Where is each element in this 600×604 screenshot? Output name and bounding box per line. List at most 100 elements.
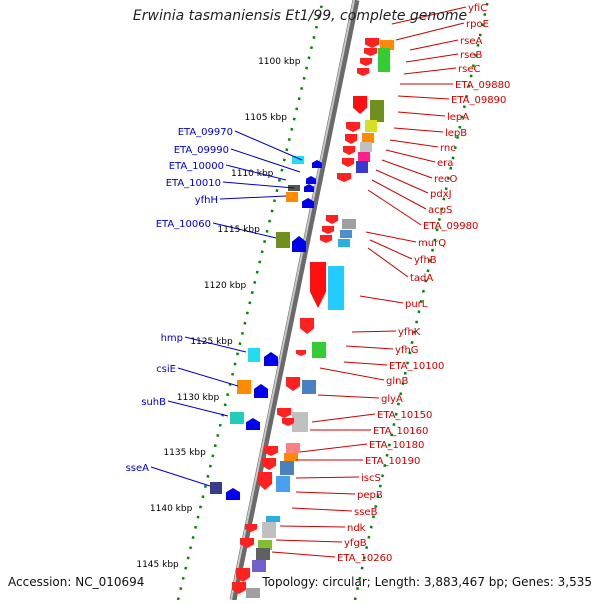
forward-gene-leader: [367, 247, 409, 278]
forward-gene-block: [337, 173, 351, 182]
forward-gene-leader: [291, 507, 353, 512]
forward-gene-label[interactable]: yfhG: [395, 345, 419, 356]
forward-gene-label[interactable]: iscS: [361, 473, 381, 484]
forward-gene-block: [320, 235, 332, 243]
kbp-tick-label: 1100 kbp: [258, 57, 301, 67]
forward-gene-block: [378, 48, 390, 72]
map-title: Erwinia tasmaniensis Et1/99, complete ge…: [132, 8, 468, 24]
forward-gene-block: [312, 342, 326, 358]
forward-gene-block: [232, 582, 246, 594]
forward-gene-block: [258, 540, 272, 550]
forward-gene-label[interactable]: glyA: [381, 394, 403, 405]
forward-gene-label[interactable]: ETA_10190: [365, 456, 420, 467]
forward-gene-label[interactable]: tadA: [410, 273, 433, 284]
forward-gene-label[interactable]: ETA_10180: [369, 440, 424, 451]
kbp-ticks: 1100 kbp 1105 kbp 1110 kbp 1115 kbp 1120 kbp…: [136, 57, 300, 570]
forward-gene-label[interactable]: murQ: [418, 238, 446, 249]
reverse-gene-label[interactable]: yfhH: [195, 195, 218, 206]
forward-gene-label[interactable]: era: [437, 158, 453, 169]
kbp-tick-label: 1115 kbp: [217, 225, 260, 235]
reverse-gene-label[interactable]: ETA_10010: [166, 178, 221, 189]
kbp-tick-label: 1140 kbp: [150, 504, 193, 514]
forward-gene-label[interactable]: yfhB: [414, 255, 437, 266]
kbp-tick-label: 1145 kbp: [136, 560, 179, 570]
forward-gene-label[interactable]: recO: [434, 174, 458, 185]
forward-gene-label[interactable]: lepA: [447, 112, 469, 123]
forward-gene-leader: [271, 551, 336, 558]
reverse-gene-label[interactable]: sseA: [126, 463, 150, 474]
forward-gene-leader: [375, 169, 429, 194]
forward-gene-block: [266, 516, 280, 522]
forward-gene-leader: [371, 179, 427, 210]
forward-gene-label[interactable]: rpoE: [466, 19, 489, 30]
reverse-gene-leader: [230, 148, 301, 173]
forward-gene-label[interactable]: lepB: [445, 128, 467, 139]
forward-gene-label[interactable]: yfgB: [344, 538, 367, 549]
forward-gene-block: [277, 408, 291, 418]
forward-gene-label[interactable]: ETA_10160: [373, 426, 428, 437]
forward-gene-label[interactable]: yfhK: [398, 327, 421, 338]
forward-gene-label[interactable]: rseC: [458, 64, 480, 75]
forward-gene-label[interactable]: rseB: [460, 50, 482, 61]
reverse-gene-leader: [184, 336, 247, 353]
forward-gene-label[interactable]: ndk: [347, 523, 366, 534]
forward-gene-leader: [359, 295, 404, 304]
kbp-tick-label: 1125 kbp: [190, 337, 233, 347]
forward-gene-leader: [351, 330, 397, 333]
forward-gene-block: [245, 524, 257, 532]
reverse-gene-label[interactable]: ETA_10000: [169, 161, 224, 172]
forward-gene-block: [264, 446, 278, 456]
reverse-gene-label[interactable]: hmp: [161, 333, 183, 344]
reverse-gene-block: [254, 384, 268, 398]
forward-gene-block: [276, 476, 290, 492]
forward-gene-label[interactable]: rnc: [440, 143, 456, 154]
forward-gene-leader: [395, 22, 465, 41]
reverse-gene-block: [302, 198, 314, 208]
forward-gene-leader: [275, 539, 343, 543]
forward-gene-leader: [397, 95, 450, 100]
forward-gene-leader: [385, 149, 436, 163]
forward-gene-label[interactable]: ETA_10100: [389, 361, 444, 372]
forward-gene-leader: [391, 6, 467, 25]
forward-gene-label[interactable]: ETA_10150: [377, 410, 432, 421]
forward-gene-label[interactable]: sseB: [354, 507, 378, 518]
forward-gene-leader: [299, 443, 368, 453]
forward-gene-label[interactable]: ETA_09980: [423, 221, 478, 232]
forward-gene-label[interactable]: rseA: [460, 36, 482, 47]
forward-gene-block: [302, 380, 316, 394]
forward-gene-leader: [295, 491, 356, 495]
forward-gene-label[interactable]: ETA_09880: [455, 80, 510, 91]
reverse-gene-label[interactable]: suhB: [141, 397, 166, 408]
accession-label: Accession: NC_010694: [8, 575, 145, 589]
forward-gene-block: [256, 548, 270, 560]
forward-gene-block: [300, 318, 314, 334]
reverse-gene-leader: [177, 367, 239, 387]
forward-gene-label[interactable]: ETA_09890: [451, 95, 506, 106]
reverse-gene-label[interactable]: ETA_10060: [156, 219, 211, 230]
reverse-gene-label[interactable]: ETA_09990: [174, 145, 229, 156]
forward-gene-leader: [405, 53, 459, 63]
forward-gene-block: [340, 230, 352, 238]
forward-gene-label[interactable]: glnB: [386, 376, 408, 387]
forward-gene-label[interactable]: pepB: [357, 490, 383, 501]
reverse-gene-block: [304, 184, 314, 192]
reverse-gene-label[interactable]: ETA_09970: [178, 127, 233, 138]
forward-gene-block: [286, 377, 300, 391]
forward-gene-block: [258, 472, 272, 490]
forward-gene-leader: [409, 39, 459, 51]
forward-gene-label[interactable]: pdxJ: [430, 189, 452, 200]
gene-labels: yfiC rpoE rseA rseB rseC ETA_09880 ETA_09890le…: [126, 3, 511, 564]
forward-gene-label[interactable]: yfiC: [468, 3, 487, 14]
topology-label: Topology: circular; Length: 3,883,467 bp…: [262, 575, 592, 589]
forward-gene-block: [346, 122, 360, 132]
forward-gene-label[interactable]: acpS: [428, 205, 452, 216]
forward-gene-label[interactable]: purL: [405, 299, 428, 310]
forward-gene-block: [292, 412, 308, 432]
forward-gene-block: [282, 418, 294, 426]
forward-gene-block: [210, 482, 222, 494]
reverse-gene-block: [264, 352, 278, 366]
kbp-tick-label: 1105 kbp: [245, 113, 288, 123]
forward-gene-leader: [369, 239, 413, 260]
reverse-gene-label[interactable]: csiE: [156, 364, 176, 375]
forward-gene-label[interactable]: ETA_10260: [337, 553, 392, 564]
